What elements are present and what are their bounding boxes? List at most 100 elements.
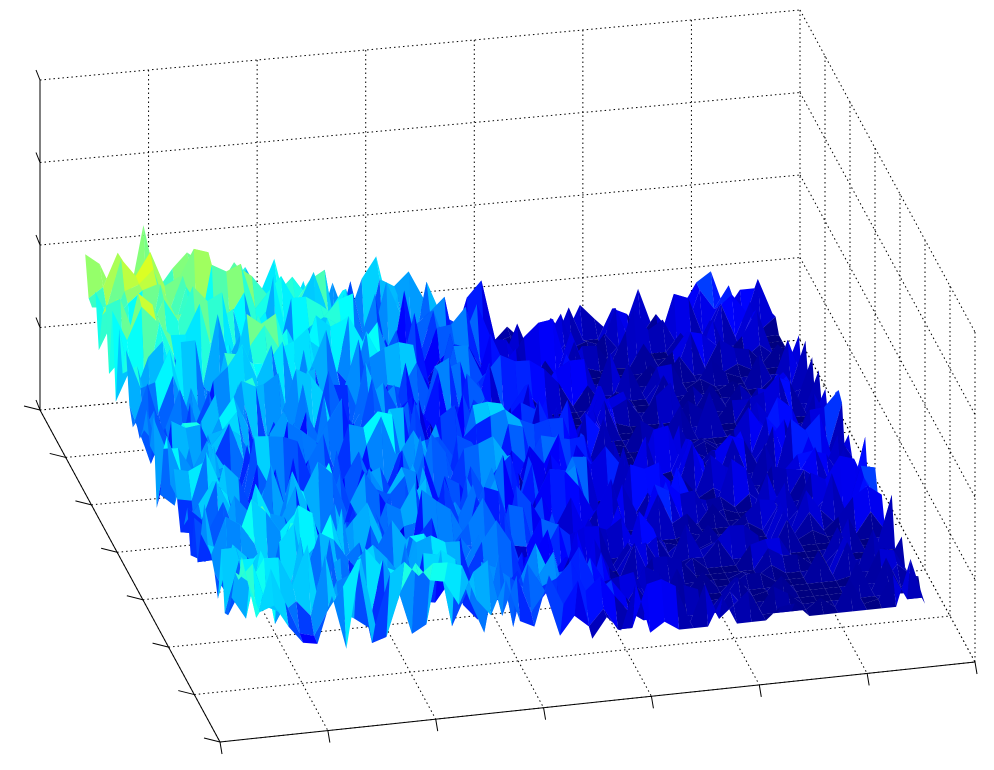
y-axis-tick xyxy=(866,673,870,686)
surface-face xyxy=(538,319,557,377)
surface-face xyxy=(555,360,573,407)
surface-face xyxy=(848,517,867,554)
surface-face xyxy=(124,284,143,304)
surface-face xyxy=(732,294,750,337)
surface-face xyxy=(224,344,243,367)
surface-face xyxy=(526,435,544,466)
surface-face xyxy=(826,536,844,569)
surface-face xyxy=(782,554,801,573)
surface-face xyxy=(386,561,405,637)
surface-face xyxy=(155,349,173,413)
surface-face xyxy=(648,319,666,354)
surface-face xyxy=(714,525,733,560)
surface-face xyxy=(442,435,461,504)
surface-face xyxy=(723,426,742,437)
surface-face xyxy=(753,548,772,576)
surface-face xyxy=(768,548,786,573)
surface-face xyxy=(776,418,794,477)
surface-face xyxy=(197,534,216,563)
surface-face xyxy=(586,457,605,521)
surface-face xyxy=(508,424,527,466)
surface-face xyxy=(596,478,615,540)
surface-face xyxy=(270,568,289,627)
surface-face xyxy=(720,422,739,431)
surface-face xyxy=(744,499,763,531)
surface-face xyxy=(607,440,626,447)
surface-face xyxy=(458,405,476,458)
surface-face xyxy=(315,514,334,547)
surface-face xyxy=(127,306,145,398)
surface-face xyxy=(692,384,711,408)
surface-face xyxy=(555,523,574,576)
surface-face xyxy=(121,259,139,292)
surface-face xyxy=(253,344,272,379)
surface-face xyxy=(384,342,403,389)
surface-face xyxy=(745,468,764,505)
surface-face xyxy=(412,562,430,634)
surface-face xyxy=(762,397,781,433)
surface-face xyxy=(764,537,783,556)
back-wall-hgrid xyxy=(39,92,801,163)
floor-grid-u xyxy=(194,615,951,696)
surface-face xyxy=(877,494,896,551)
surface-face xyxy=(576,400,595,419)
surface-face xyxy=(386,467,405,494)
surface-face xyxy=(701,437,720,451)
surface-face xyxy=(771,565,790,581)
back-wall-hgrid xyxy=(39,174,801,246)
surface-face xyxy=(209,464,228,520)
surface-face xyxy=(298,505,316,562)
surface-face xyxy=(314,595,332,644)
surface-face xyxy=(653,528,672,559)
surface-face xyxy=(667,524,686,559)
x-axis-tick xyxy=(203,737,221,743)
surface-face xyxy=(761,316,779,337)
surface-face xyxy=(791,340,809,392)
surface-face xyxy=(717,400,735,425)
surface-face xyxy=(813,473,832,519)
surface-face xyxy=(759,586,777,615)
surface-face xyxy=(85,254,104,299)
surface-face xyxy=(721,565,740,573)
surface-face xyxy=(397,562,416,634)
surface-face xyxy=(625,420,644,453)
surface-face xyxy=(742,309,760,358)
surface-face xyxy=(212,481,231,509)
surface-face xyxy=(748,407,767,454)
surface-face xyxy=(759,499,778,531)
surface-face xyxy=(630,464,648,518)
surface-face xyxy=(723,577,742,604)
surface-face xyxy=(674,385,693,403)
surface-face xyxy=(615,423,634,435)
surface-face xyxy=(721,384,740,405)
surface-face xyxy=(744,354,762,390)
surface-face xyxy=(301,315,320,358)
surface-face xyxy=(500,355,519,414)
surface-face xyxy=(698,437,716,445)
surface-face xyxy=(795,589,814,598)
surface-face xyxy=(759,344,778,363)
surface-face xyxy=(765,501,784,543)
surface-face xyxy=(662,466,681,515)
surface-face xyxy=(871,557,890,597)
surface-face xyxy=(892,558,911,607)
surface-face xyxy=(612,399,630,427)
surface-face xyxy=(699,289,718,336)
surface-face xyxy=(792,583,811,592)
surface-face xyxy=(711,360,730,387)
surface-face xyxy=(555,433,573,491)
surface-face xyxy=(764,335,783,343)
surface-face xyxy=(145,284,164,359)
surface-face xyxy=(787,519,805,554)
surface-face xyxy=(465,306,484,373)
surface-face xyxy=(794,512,813,540)
surface-face xyxy=(156,320,174,356)
surface-face xyxy=(807,582,825,590)
surface-face xyxy=(817,473,836,523)
surface-face xyxy=(309,395,328,482)
surface-face xyxy=(646,579,665,633)
surface-face xyxy=(688,298,707,344)
surface-face xyxy=(237,377,256,387)
surface-face xyxy=(450,509,469,544)
surface-face xyxy=(153,417,172,508)
